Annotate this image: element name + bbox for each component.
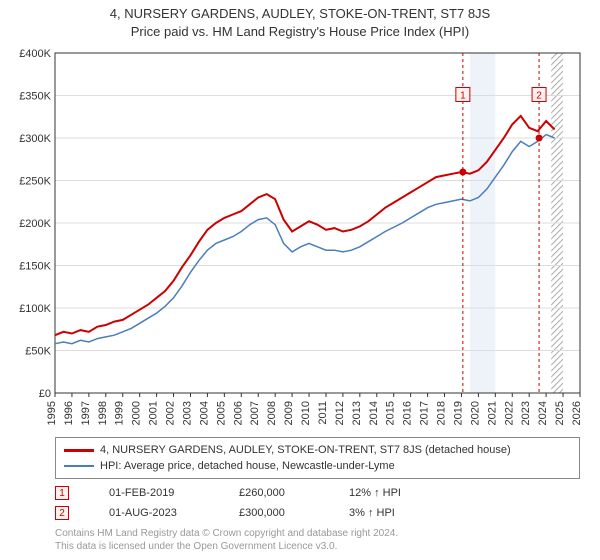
marker-hpi-2: 3% ↑ HPI xyxy=(349,507,439,519)
marker-price-1: £260,000 xyxy=(239,487,309,499)
svg-text:2019: 2019 xyxy=(452,401,464,425)
marker-badge-1: 1 xyxy=(55,486,69,500)
svg-text:£200K: £200K xyxy=(19,218,51,230)
svg-text:£300K: £300K xyxy=(19,133,51,145)
svg-text:£400K: £400K xyxy=(19,48,51,60)
marker-table: 1 01-FEB-2019 £260,000 12% ↑ HPI 2 01-AU… xyxy=(55,483,580,523)
svg-text:1996: 1996 xyxy=(63,401,75,425)
legend-row-series1: 4, NURSERY GARDENS, AUDLEY, STOKE-ON-TRE… xyxy=(64,442,571,458)
svg-text:2002: 2002 xyxy=(165,401,177,425)
svg-text:2015: 2015 xyxy=(385,401,397,425)
legend-row-series2: HPI: Average price, detached house, Newc… xyxy=(64,458,571,474)
legend-swatch-1 xyxy=(64,449,94,452)
svg-text:1999: 1999 xyxy=(114,401,126,425)
svg-text:2007: 2007 xyxy=(249,401,261,425)
svg-text:£150K: £150K xyxy=(19,261,51,273)
svg-text:2016: 2016 xyxy=(402,401,414,425)
marker-date-2: 01-AUG-2023 xyxy=(109,507,199,519)
footer-line1: Contains HM Land Registry data © Crown c… xyxy=(55,527,580,540)
svg-text:2: 2 xyxy=(536,91,542,102)
legend-label-2: HPI: Average price, detached house, Newc… xyxy=(100,458,395,474)
footer: Contains HM Land Registry data © Crown c… xyxy=(55,527,580,553)
marker-date-1: 01-FEB-2019 xyxy=(109,487,199,499)
svg-text:2003: 2003 xyxy=(181,401,193,425)
svg-text:1: 1 xyxy=(460,91,466,102)
svg-text:2023: 2023 xyxy=(520,401,532,425)
svg-text:2017: 2017 xyxy=(419,401,431,425)
page-title-line1: 4, NURSERY GARDENS, AUDLEY, STOKE-ON-TRE… xyxy=(0,0,600,21)
svg-text:1997: 1997 xyxy=(80,401,92,425)
svg-text:£50K: £50K xyxy=(25,346,51,358)
footer-line2: This data is licensed under the Open Gov… xyxy=(55,540,580,553)
svg-text:2013: 2013 xyxy=(351,401,363,425)
svg-text:2018: 2018 xyxy=(436,401,448,425)
svg-text:2025: 2025 xyxy=(554,401,566,425)
svg-text:2020: 2020 xyxy=(469,401,481,425)
svg-text:2004: 2004 xyxy=(198,401,210,425)
svg-text:2024: 2024 xyxy=(537,401,549,425)
svg-text:2022: 2022 xyxy=(503,401,515,425)
price-chart: £0 £50K £100K £150K £200K £250K £300K £350K £400… xyxy=(10,43,590,433)
svg-text:2000: 2000 xyxy=(131,401,143,425)
chart-svg: £0 £50K £100K £150K £200K £250K £300K £350K £400… xyxy=(10,43,590,433)
svg-text:£0: £0 xyxy=(39,388,51,400)
svg-text:£250K: £250K xyxy=(19,176,51,188)
page-title-line2: Price paid vs. HM Land Registry's House … xyxy=(0,21,600,43)
svg-text:2010: 2010 xyxy=(300,401,312,425)
svg-text:2026: 2026 xyxy=(571,401,583,425)
svg-text:2001: 2001 xyxy=(148,401,160,425)
svg-text:2006: 2006 xyxy=(232,401,244,425)
marker-row-1: 1 01-FEB-2019 £260,000 12% ↑ HPI xyxy=(55,483,580,503)
marker-price-2: £300,000 xyxy=(239,507,309,519)
svg-text:2008: 2008 xyxy=(266,401,278,425)
legend-label-1: 4, NURSERY GARDENS, AUDLEY, STOKE-ON-TRE… xyxy=(100,442,511,458)
svg-text:2014: 2014 xyxy=(368,401,380,425)
marker-hpi-1: 12% ↑ HPI xyxy=(349,487,439,499)
legend-swatch-2 xyxy=(64,465,94,467)
svg-text:£350K: £350K xyxy=(19,91,51,103)
marker-row-2: 2 01-AUG-2023 £300,000 3% ↑ HPI xyxy=(55,503,580,523)
svg-text:1998: 1998 xyxy=(97,401,109,425)
svg-text:2012: 2012 xyxy=(334,401,346,425)
svg-text:2021: 2021 xyxy=(486,401,498,425)
svg-text:2011: 2011 xyxy=(317,401,329,425)
svg-text:2005: 2005 xyxy=(215,401,227,425)
svg-text:£100K: £100K xyxy=(19,303,51,315)
svg-text:2009: 2009 xyxy=(283,401,295,425)
legend-box: 4, NURSERY GARDENS, AUDLEY, STOKE-ON-TRE… xyxy=(55,437,580,479)
marker-badge-2: 2 xyxy=(55,506,69,520)
svg-text:1995: 1995 xyxy=(46,401,58,425)
